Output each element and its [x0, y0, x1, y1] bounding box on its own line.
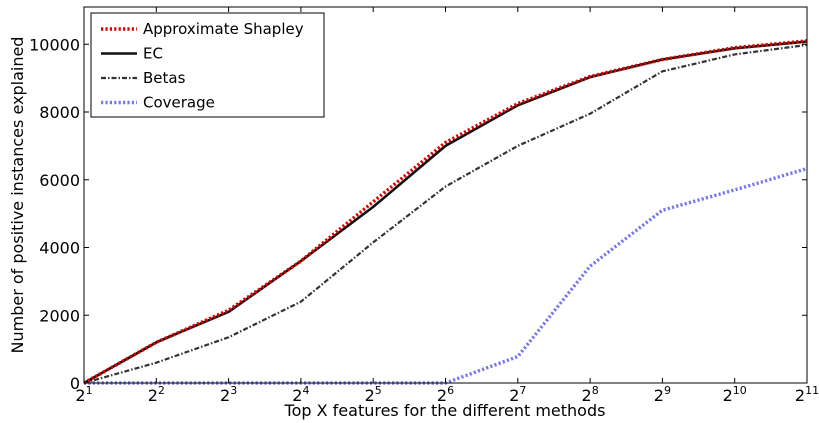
legend-label: EC: [143, 45, 163, 63]
x-tick-label: 25: [365, 384, 382, 405]
legend-box: [90, 12, 325, 118]
y-axis-label: Number of positive instances explained: [8, 37, 27, 354]
y-tick-label: 10000: [29, 35, 80, 54]
y-tick-label: 6000: [39, 171, 80, 190]
x-tick-label: 28: [582, 384, 599, 405]
legend-label: Betas: [143, 69, 186, 87]
x-tick-label: 27: [509, 384, 526, 405]
x-tick-label: 26: [437, 384, 454, 405]
legend-label: Coverage: [143, 94, 215, 112]
y-tick-label: 4000: [39, 239, 80, 258]
x-tick-label: 210: [723, 384, 747, 405]
series-line-betas: [83, 43, 808, 385]
legend-label: Approximate Shapley: [143, 20, 304, 38]
y-tick-label: 2000: [39, 306, 80, 325]
series-line-ec: [83, 40, 808, 385]
series-line-approximate-shapley: [83, 39, 808, 385]
y-tick-label: 8000: [39, 103, 80, 122]
x-tick-label: 23: [220, 384, 237, 405]
x-axis-label: Top X features for the different methods: [284, 401, 606, 420]
legend: Approximate Shapley EC Betas Coverage: [90, 12, 325, 118]
x-tick-label: 211: [795, 384, 819, 405]
x-tick-label: 22: [148, 384, 165, 405]
x-tick-label: 24: [292, 384, 309, 405]
x-tick-label: 21: [75, 384, 92, 405]
x-tick-label: 29: [654, 384, 671, 405]
y-tick-label: 0: [70, 374, 80, 393]
